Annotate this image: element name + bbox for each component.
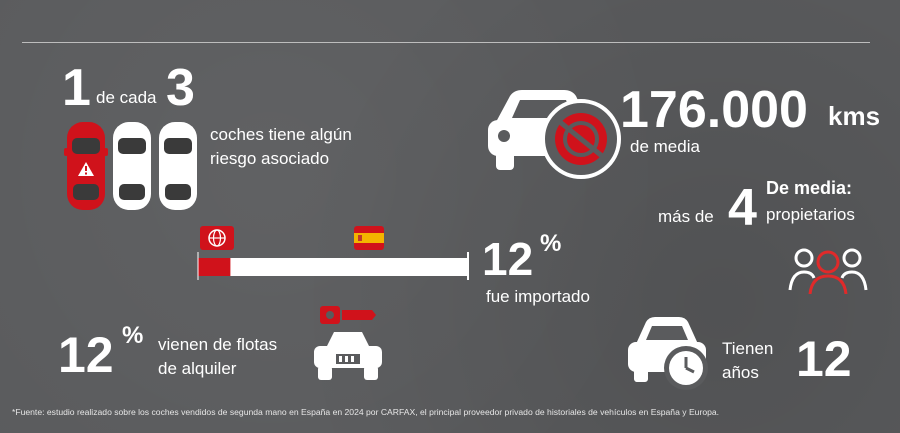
rental-percent: %: [122, 322, 144, 349]
imported-caption: fue importado: [486, 287, 590, 306]
owners-prefix: más de: [658, 207, 714, 226]
one-in-three-num-b: 3: [166, 59, 195, 117]
car-clock-icon: [628, 317, 708, 390]
one-in-three-desc-1: coches tiene algún: [210, 125, 352, 144]
owners-label-1: De media:: [766, 178, 853, 198]
rental-caption-2: de alquiler: [158, 359, 237, 378]
rental-caption-1: vienen de flotas: [158, 335, 278, 354]
car-top-view-icon: [113, 122, 151, 210]
one-in-three-num-a: 1: [62, 59, 91, 117]
globe-flag-icon: [200, 226, 234, 250]
mileage-caption: de media: [630, 137, 700, 156]
one-in-three-desc-2: riesgo asociado: [210, 149, 330, 168]
no-speed-icon: [541, 99, 621, 179]
age-value: 12: [796, 331, 852, 387]
import-bar-fill: [198, 258, 231, 276]
import-bar-chart: [197, 226, 469, 280]
owners-label-2: propietarios: [766, 205, 855, 224]
age-label-1: Tienen: [722, 339, 774, 358]
one-in-three-connector: de cada: [96, 88, 157, 107]
top-divider: [22, 42, 870, 43]
cars-top-view-group: [64, 122, 197, 210]
import-bar-track: [198, 258, 468, 276]
rental-value: 12: [58, 327, 114, 383]
rental-car-key-icon: [314, 306, 382, 380]
owners-number: 4: [728, 179, 757, 237]
warning-icon: [78, 162, 94, 176]
imported-value: 12: [482, 233, 534, 285]
spain-flag-icon: [354, 226, 384, 250]
age-label-2: años: [722, 363, 759, 382]
mileage-value: 176.000: [620, 81, 808, 139]
imported-percent: %: [540, 230, 562, 257]
source-footnote: *Fuente: estudio realizado sobre los coc…: [12, 407, 720, 417]
mileage-unit: kms: [828, 101, 881, 131]
users-group-icon: [788, 248, 868, 294]
car-top-view-icon: [159, 122, 197, 210]
